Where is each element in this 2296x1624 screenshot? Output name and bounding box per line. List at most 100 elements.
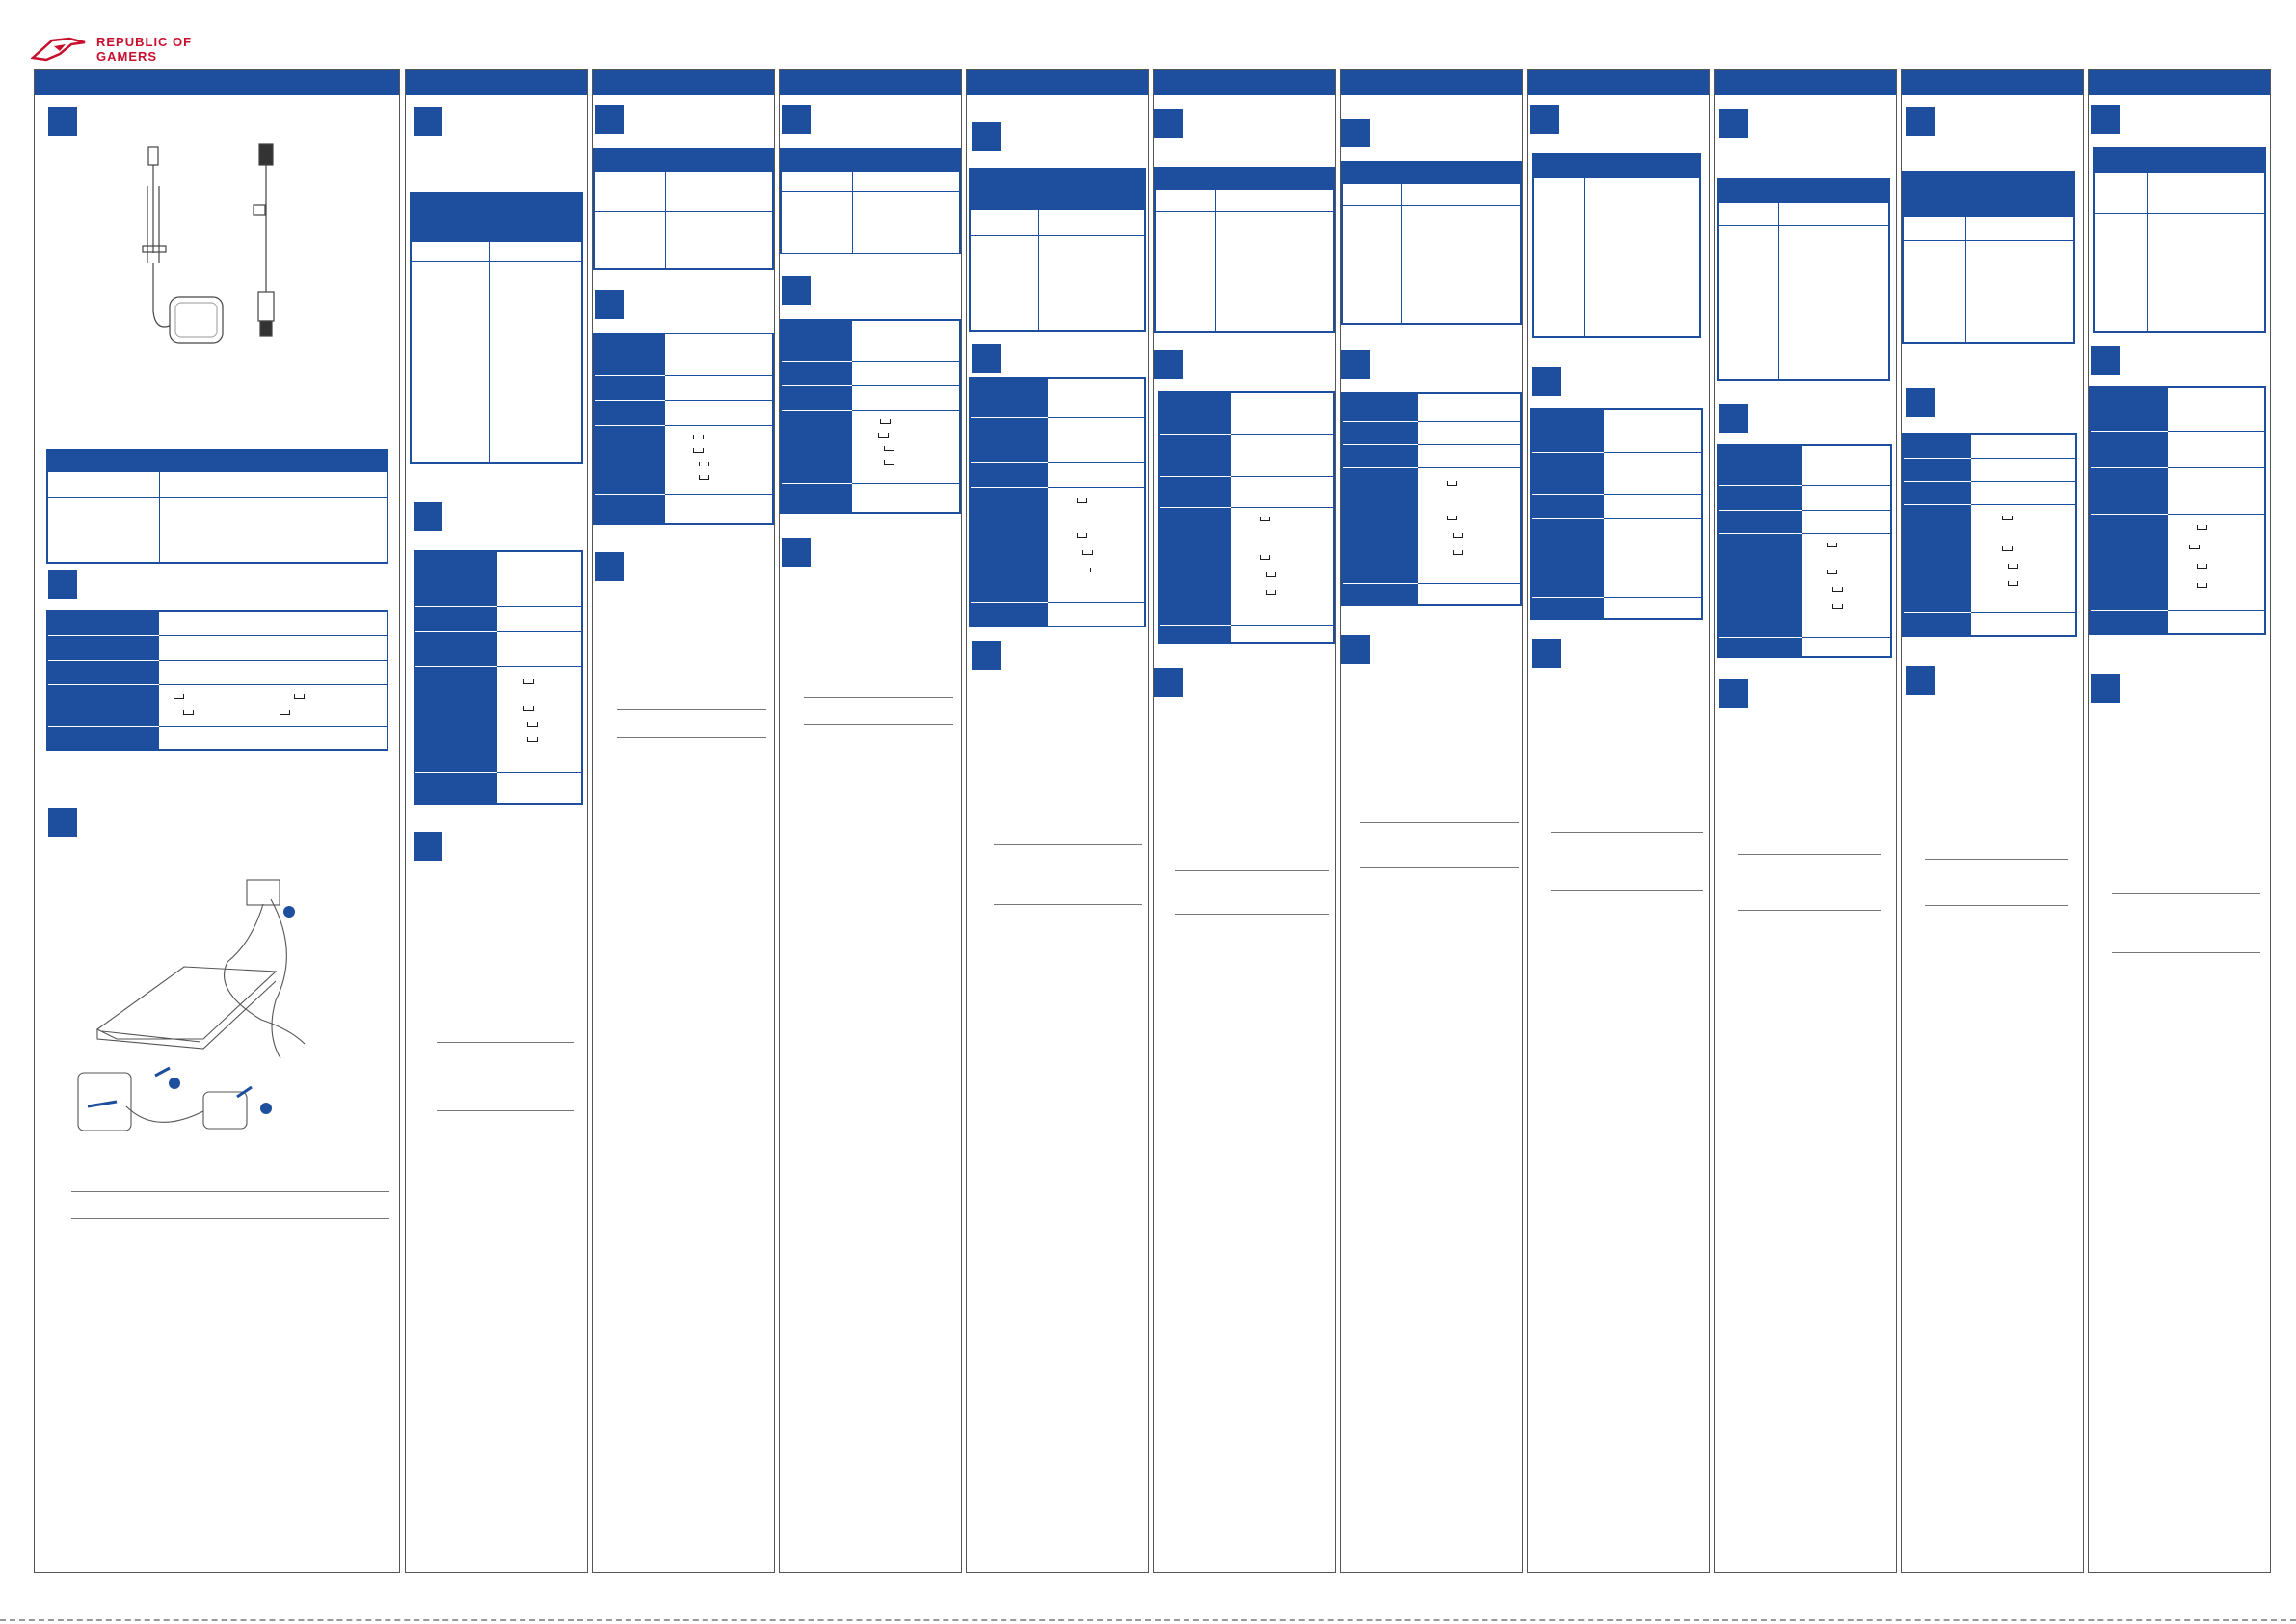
text-rule <box>617 737 766 738</box>
section-number-box <box>48 570 77 599</box>
text-rule <box>2112 952 2260 953</box>
section-number-box <box>972 344 1001 373</box>
symbol-mark <box>2008 564 2018 569</box>
panel-header <box>1154 70 1335 95</box>
section-number-box <box>972 641 1001 670</box>
table-header <box>971 170 1144 210</box>
symbol-mark <box>1827 543 1837 547</box>
text-rule <box>1925 905 2068 906</box>
panel-header <box>1341 70 1522 95</box>
row-divider <box>1604 597 1701 598</box>
symbol-mark <box>183 710 194 715</box>
number-1-badge <box>283 906 295 918</box>
column-divider <box>159 451 160 562</box>
section-number-box <box>1341 635 1370 664</box>
row-divider <box>1048 602 1144 603</box>
section-number-box <box>782 538 811 567</box>
symbol-mark <box>1832 587 1843 592</box>
row-divider <box>852 483 959 484</box>
specifications-table <box>410 192 583 464</box>
symbol-mark <box>527 737 538 742</box>
specifications-table <box>1530 408 1703 620</box>
row-divider <box>1971 481 2075 482</box>
section-number-box <box>1906 107 1935 136</box>
table-header <box>1156 169 1333 190</box>
label-column <box>1343 394 1418 604</box>
label-column <box>1160 393 1231 642</box>
brand-line-2: GAMERS <box>96 49 158 64</box>
symbol-mark <box>2002 516 2013 520</box>
number-2-badge <box>169 1078 180 1089</box>
row-divider <box>1343 205 1520 206</box>
row-divider <box>1418 467 1520 468</box>
label-column <box>2091 388 2168 633</box>
row-divider <box>665 400 772 401</box>
panel-4 <box>779 69 962 1573</box>
panel-8 <box>1527 69 1710 1573</box>
column-divider <box>1401 163 1402 323</box>
panel-1 <box>34 69 400 1573</box>
table-header <box>1534 155 1699 178</box>
text-rule <box>804 697 953 698</box>
label-column <box>1719 446 1802 656</box>
specifications-table <box>969 168 1146 332</box>
symbol-mark <box>2197 583 2207 588</box>
symbol-mark <box>1077 533 1087 538</box>
section-number-box <box>782 105 811 134</box>
specifications-table <box>1341 392 1522 606</box>
specifications-table <box>593 148 774 270</box>
specifications-table <box>780 148 961 254</box>
panel-5 <box>966 69 1149 1573</box>
specifications-table <box>969 377 1146 627</box>
text-rule <box>1738 910 1881 911</box>
section-number-box <box>1154 109 1183 138</box>
panel-header <box>1715 70 1896 95</box>
text-rule <box>1175 914 1329 915</box>
row-divider <box>852 361 959 362</box>
specifications-table <box>1532 153 1701 338</box>
section-number-box <box>1341 119 1370 147</box>
panel-6 <box>1153 69 1336 1573</box>
specifications-table <box>1717 444 1892 658</box>
symbol-mark <box>1266 590 1276 595</box>
symbol-mark <box>1447 481 1457 486</box>
row-divider <box>1802 510 1890 511</box>
row-divider <box>1048 417 1144 418</box>
panel-10 <box>1901 69 2084 1573</box>
section-number-box <box>595 552 624 581</box>
specifications-table <box>1154 167 1335 333</box>
row-divider <box>1418 583 1520 584</box>
section-number-box <box>2091 105 2120 134</box>
symbol-mark <box>1260 555 1270 560</box>
text-rule <box>994 844 1142 845</box>
section-number-box <box>414 502 442 531</box>
row-divider <box>1418 444 1520 445</box>
brand-name: REPUBLIC OF GAMERS <box>96 35 192 64</box>
section-number-box <box>595 290 624 319</box>
specifications-table <box>1158 391 1335 644</box>
label-column <box>595 334 665 523</box>
symbol-mark <box>2189 545 2200 549</box>
row-divider <box>782 191 959 192</box>
column-divider <box>1778 180 1779 379</box>
row-divider <box>1719 225 1888 226</box>
number-3-badge <box>260 1103 272 1114</box>
label-column <box>782 321 852 512</box>
row-divider <box>1802 533 1890 534</box>
row-divider <box>1971 612 2075 613</box>
panel-2 <box>405 69 588 1573</box>
panel-header <box>593 70 774 95</box>
row-divider <box>1048 462 1144 463</box>
row-divider <box>159 660 387 661</box>
row-divider <box>497 606 581 607</box>
package-contents-illustration <box>142 143 275 344</box>
specifications-table <box>46 610 388 751</box>
table-header <box>2095 149 2264 173</box>
row-divider <box>1604 494 1701 495</box>
row-divider <box>1604 518 1701 519</box>
panel-3 <box>592 69 775 1573</box>
section-number-box <box>972 122 1001 151</box>
symbol-mark <box>693 448 704 453</box>
symbol-mark <box>1447 516 1457 520</box>
text-rule <box>1360 822 1519 823</box>
